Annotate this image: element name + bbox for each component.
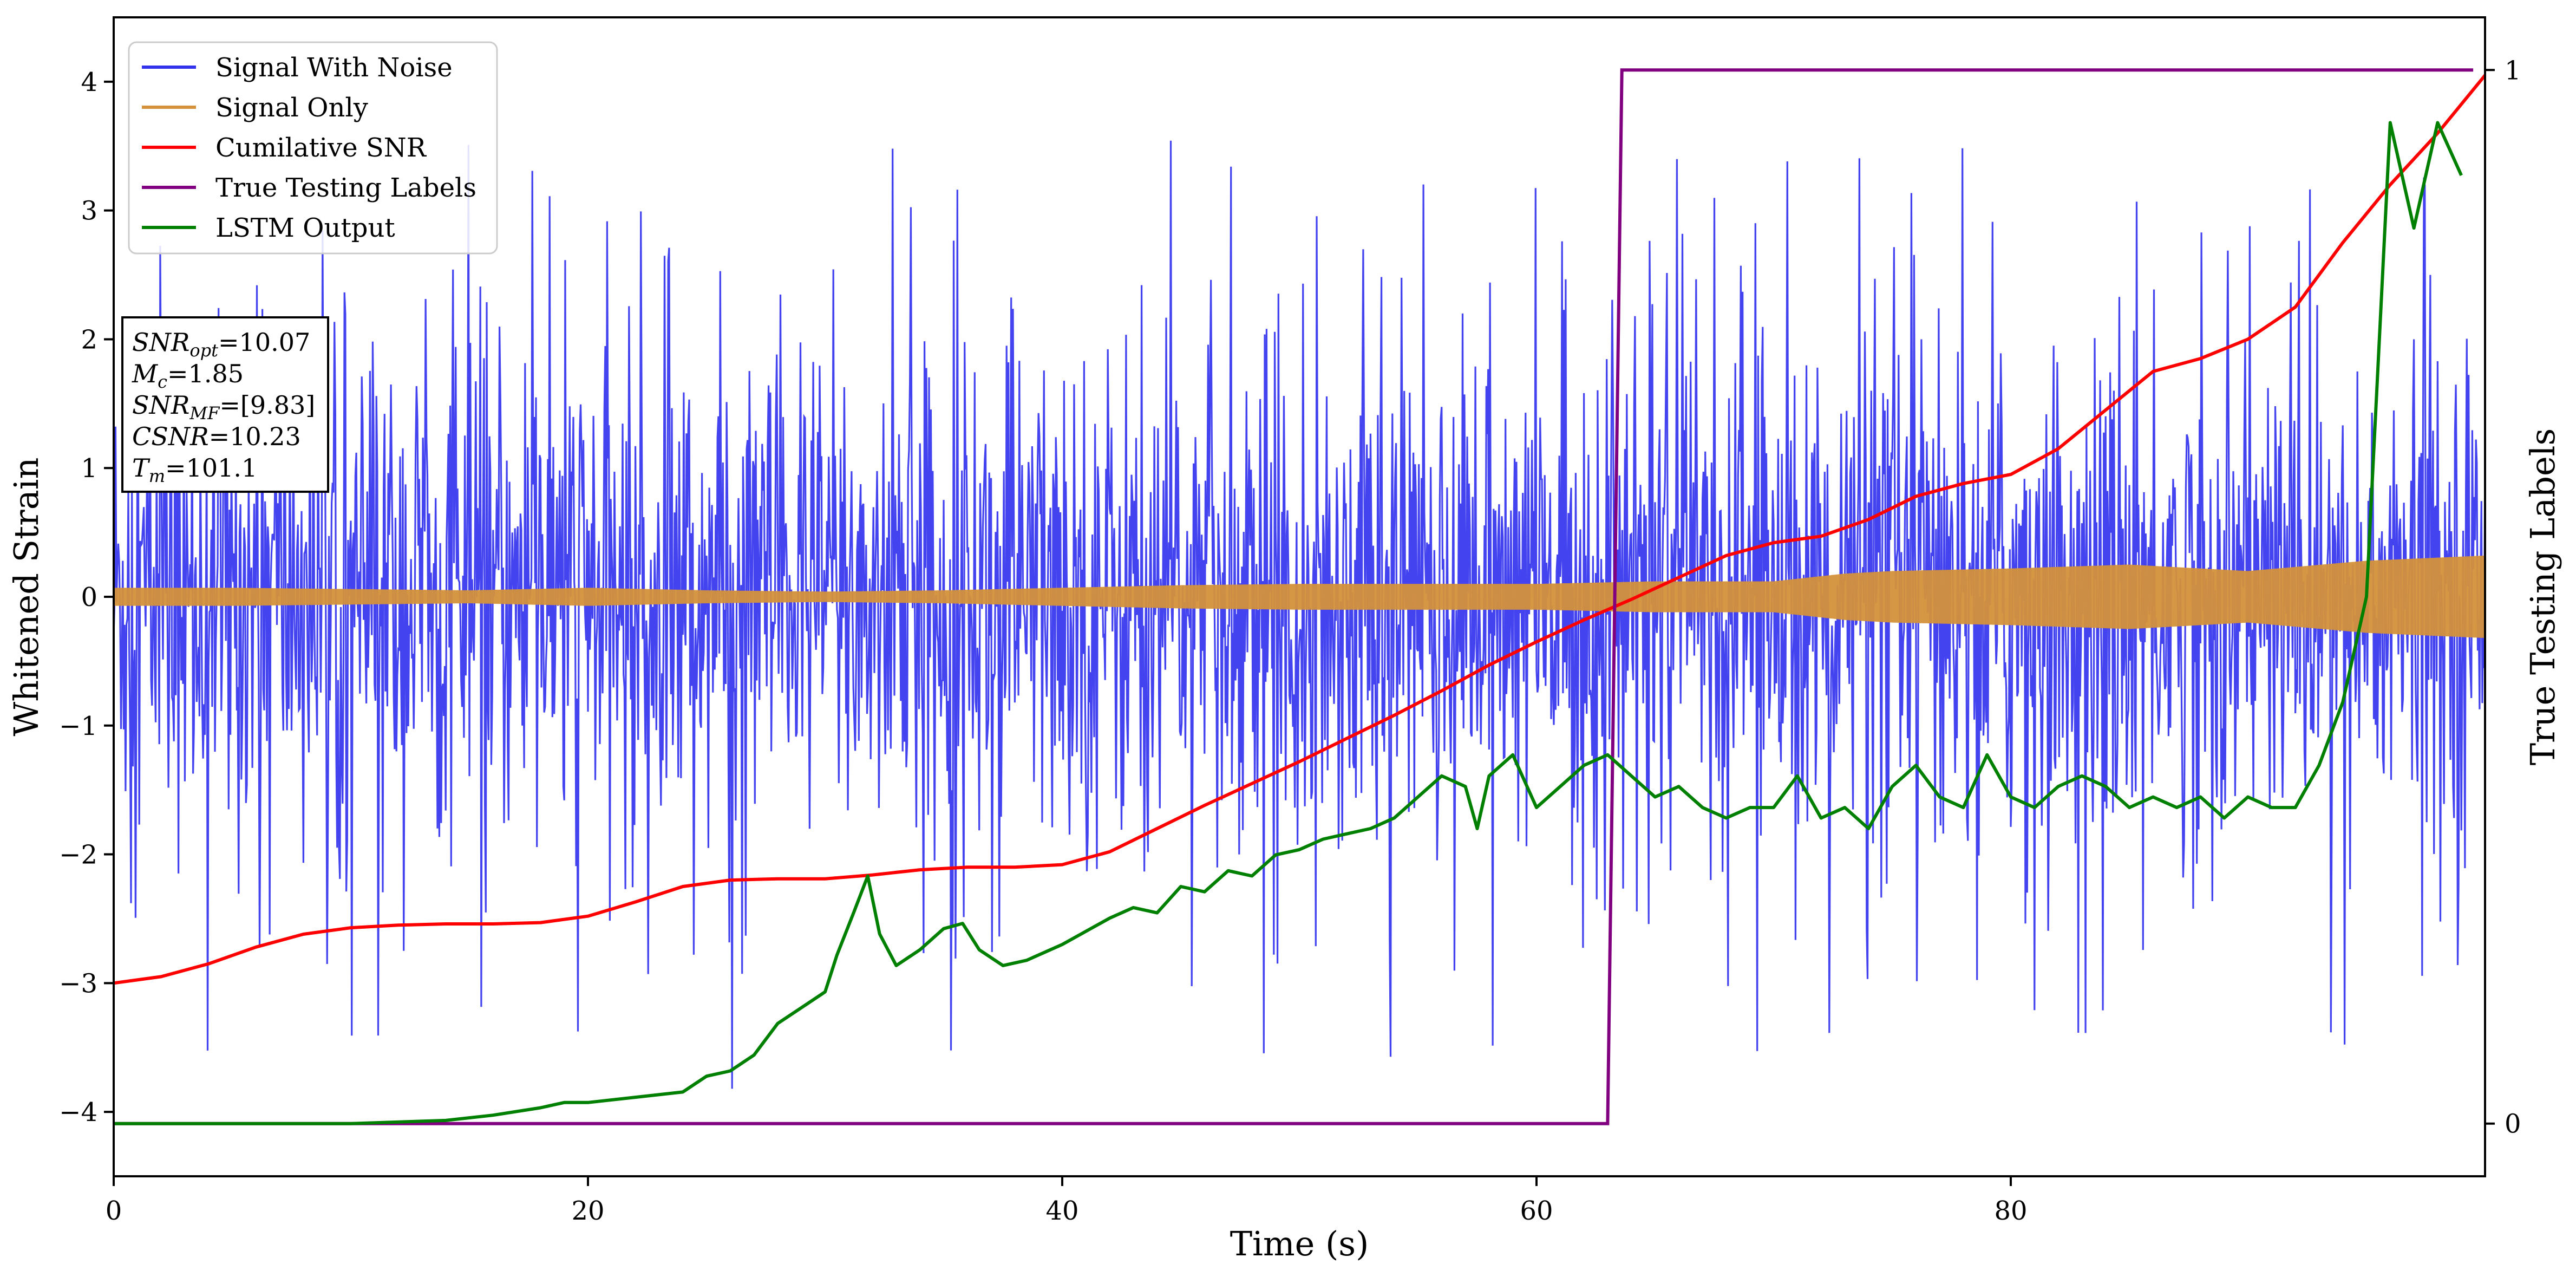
signal-only-line xyxy=(113,555,2486,638)
y2-tick-label: 1 xyxy=(2505,55,2521,86)
legend: Signal With Noise Signal Only Cumilative S… xyxy=(128,41,498,255)
x-tick-label: 60 xyxy=(1520,1196,1553,1226)
cumulative-snr-layer xyxy=(113,74,2487,985)
y2-axis-title: True Testing Labels xyxy=(2523,428,2562,766)
legend-label: LSTM Output xyxy=(215,213,395,243)
annotation-line: Tm=101.1 xyxy=(132,453,257,486)
annotation-line: SNRMF=[9.83] xyxy=(132,390,315,424)
legend-box xyxy=(128,41,498,255)
x-axis-title: Time (s) xyxy=(1230,1224,1369,1263)
legend-label: Signal Only xyxy=(215,93,368,123)
annotation-line: Mc=1.85 xyxy=(132,359,244,392)
annotation-line: SNRopt=10.07 xyxy=(132,328,310,361)
x-tick-label: 40 xyxy=(1045,1196,1078,1226)
y-tick-label: 2 xyxy=(81,324,97,355)
y-axis-title: Whitened Strain xyxy=(6,458,46,737)
y-tick-label: 3 xyxy=(81,196,97,226)
legend-label: Cumilative SNR xyxy=(215,133,427,163)
signal-only-layer xyxy=(113,555,2486,638)
legend-label: True Testing Labels xyxy=(215,173,476,203)
signal-with-noise-line xyxy=(113,140,2486,1089)
y-tick-label: −2 xyxy=(59,840,97,870)
lstm-output-layer xyxy=(114,121,2463,1125)
y-tick-label: −4 xyxy=(59,1097,97,1128)
x-tick-label: 20 xyxy=(571,1196,604,1226)
y-tick-label: −3 xyxy=(59,968,97,999)
y2-tick-label: 0 xyxy=(2505,1109,2521,1139)
y-tick-label: 4 xyxy=(81,67,97,97)
y-tick-label: −1 xyxy=(59,711,97,741)
true-labels-line xyxy=(114,68,2474,1125)
true-labels-layer xyxy=(114,68,2474,1125)
cumulative-snr-line xyxy=(113,74,2487,985)
y-tick-label: 1 xyxy=(81,453,97,484)
x-tick-label: 80 xyxy=(1994,1196,2027,1226)
annotation-box xyxy=(121,316,329,493)
signal-with-noise-layer xyxy=(113,140,2486,1089)
lstm-output-line xyxy=(114,121,2463,1125)
x-tick-label: 0 xyxy=(106,1196,122,1226)
y-tick-label: 0 xyxy=(81,582,97,613)
parameter-annotation: SNRopt=10.07Mc=1.85SNRMF=[9.83]CSNR=10.2… xyxy=(121,316,329,493)
legend-label: Signal With Noise xyxy=(215,53,453,83)
annotation-line: CSNR=10.23 xyxy=(132,422,301,451)
